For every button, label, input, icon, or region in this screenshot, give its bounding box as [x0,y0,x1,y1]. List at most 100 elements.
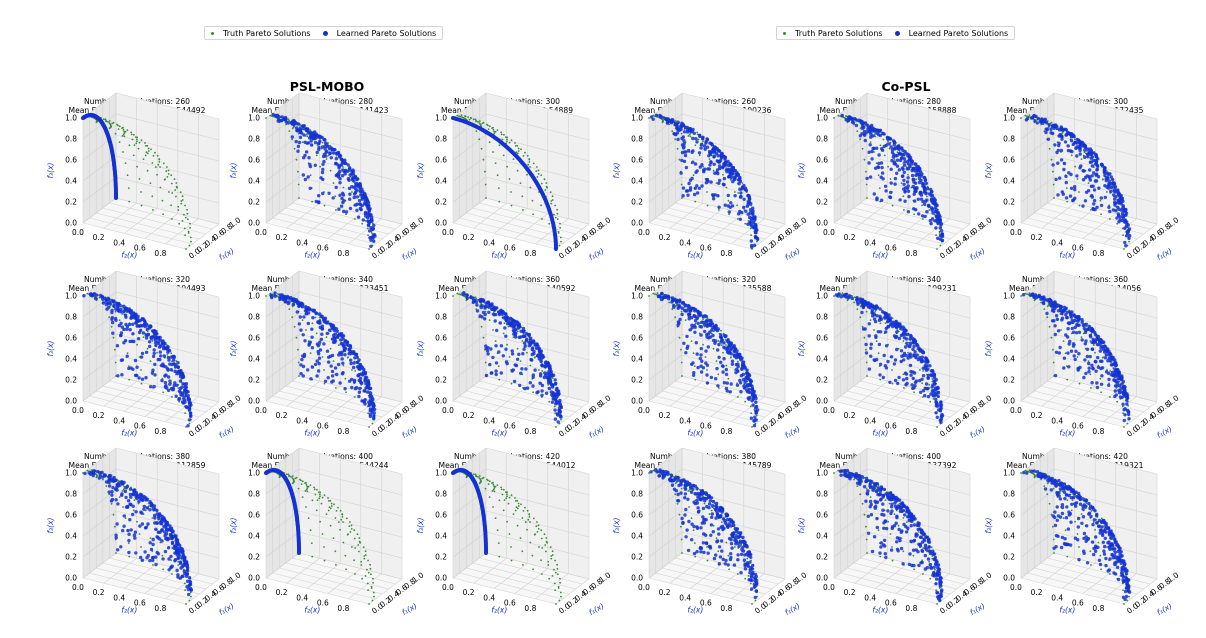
learned-point [83,471,87,476]
grid-line [452,197,487,224]
learned-point [283,117,287,121]
truth-point [124,162,127,164]
learned-point [122,524,126,528]
truth-point [354,396,356,398]
z-tick-label: 0.8 [435,490,447,499]
learned-point [169,368,173,372]
learned-point [297,304,301,308]
learned-point [330,374,335,378]
learned-point [532,349,536,354]
learned-point [536,390,540,394]
learned-point [174,535,178,539]
z-tick-label: 0.4 [65,177,77,186]
truth-point [159,166,161,168]
truth-point [529,521,531,523]
truth-point [186,212,189,215]
learned-point [348,206,353,211]
truth-point [104,118,107,121]
truth-point [936,248,938,250]
learned-point [298,315,302,319]
truth-point [559,581,561,584]
learned-point [343,168,348,173]
learned-point [149,385,153,389]
truth-point [180,200,183,202]
truth-point [510,382,513,385]
x-tick-label: 0.2 [463,411,475,420]
learned-point [320,145,325,149]
learned-point [137,496,142,500]
grid-line [485,197,590,225]
truth-point [547,564,550,566]
truth-point [493,487,496,489]
truth-point [112,513,115,516]
truth-point [676,147,679,150]
learned-point [186,397,190,402]
learned-point [124,495,128,500]
truth-point [516,347,519,350]
learned-point [306,368,310,372]
learned-point [156,336,160,340]
z-tick-label: 0.8 [248,490,260,499]
z-tick-label: 0.8 [248,135,260,144]
grid-line [452,510,487,537]
truth-point [293,325,296,328]
learned-point [171,354,175,359]
learned-point [729,163,733,167]
learned-point [683,153,688,158]
x-tick-label: 0.8 [524,427,536,436]
truth-point [496,129,499,131]
z-tick-label: 0.6 [248,511,260,520]
truth-point [544,189,547,191]
learned-point [127,550,131,555]
truth-point [184,216,187,219]
learned-point [301,333,305,337]
learned-point [540,389,544,393]
learned-point [183,571,187,576]
truth-point [118,141,121,143]
z-tick-label: 0.2 [435,376,447,385]
legend-truth-label: Truth Pareto Solutions [795,28,883,38]
x-tick-label: 0.4 [113,238,125,247]
learned-point [185,585,189,589]
truth-point [354,547,357,549]
learned-point [176,365,180,369]
learned-point [314,311,318,315]
learned-point [175,541,179,545]
learned-point [494,372,498,377]
learned-point [556,420,560,424]
legend-truth-entry: Truth Pareto Solutions [211,29,311,38]
learned-point [123,313,128,317]
learned-point [133,488,137,492]
truth-point [177,205,180,208]
learned-point [355,183,359,187]
learned-point [554,392,558,396]
learned-point [313,163,317,167]
learned-point [341,361,345,365]
truth-point [162,391,164,394]
truth-point [512,158,515,160]
learned-point [537,357,541,361]
learned-point [334,161,338,166]
truth-point [456,114,459,117]
truth-point [522,333,525,335]
truth-point [661,121,664,124]
grid-line [298,176,403,204]
truth-point [332,537,335,539]
learned-point [737,182,741,186]
learned-point [173,551,177,555]
learned-point [533,368,537,372]
grid-line [298,510,403,538]
truth-point [110,325,113,328]
pane-floor [453,553,589,604]
truth-point [370,232,373,234]
truth-point [306,485,309,488]
learned-point [111,485,115,490]
learned-point [127,307,131,311]
truth-point [342,186,345,189]
learned-point [722,162,726,166]
grid-line [82,312,117,339]
learned-point [928,219,932,223]
truth-point [531,199,534,202]
